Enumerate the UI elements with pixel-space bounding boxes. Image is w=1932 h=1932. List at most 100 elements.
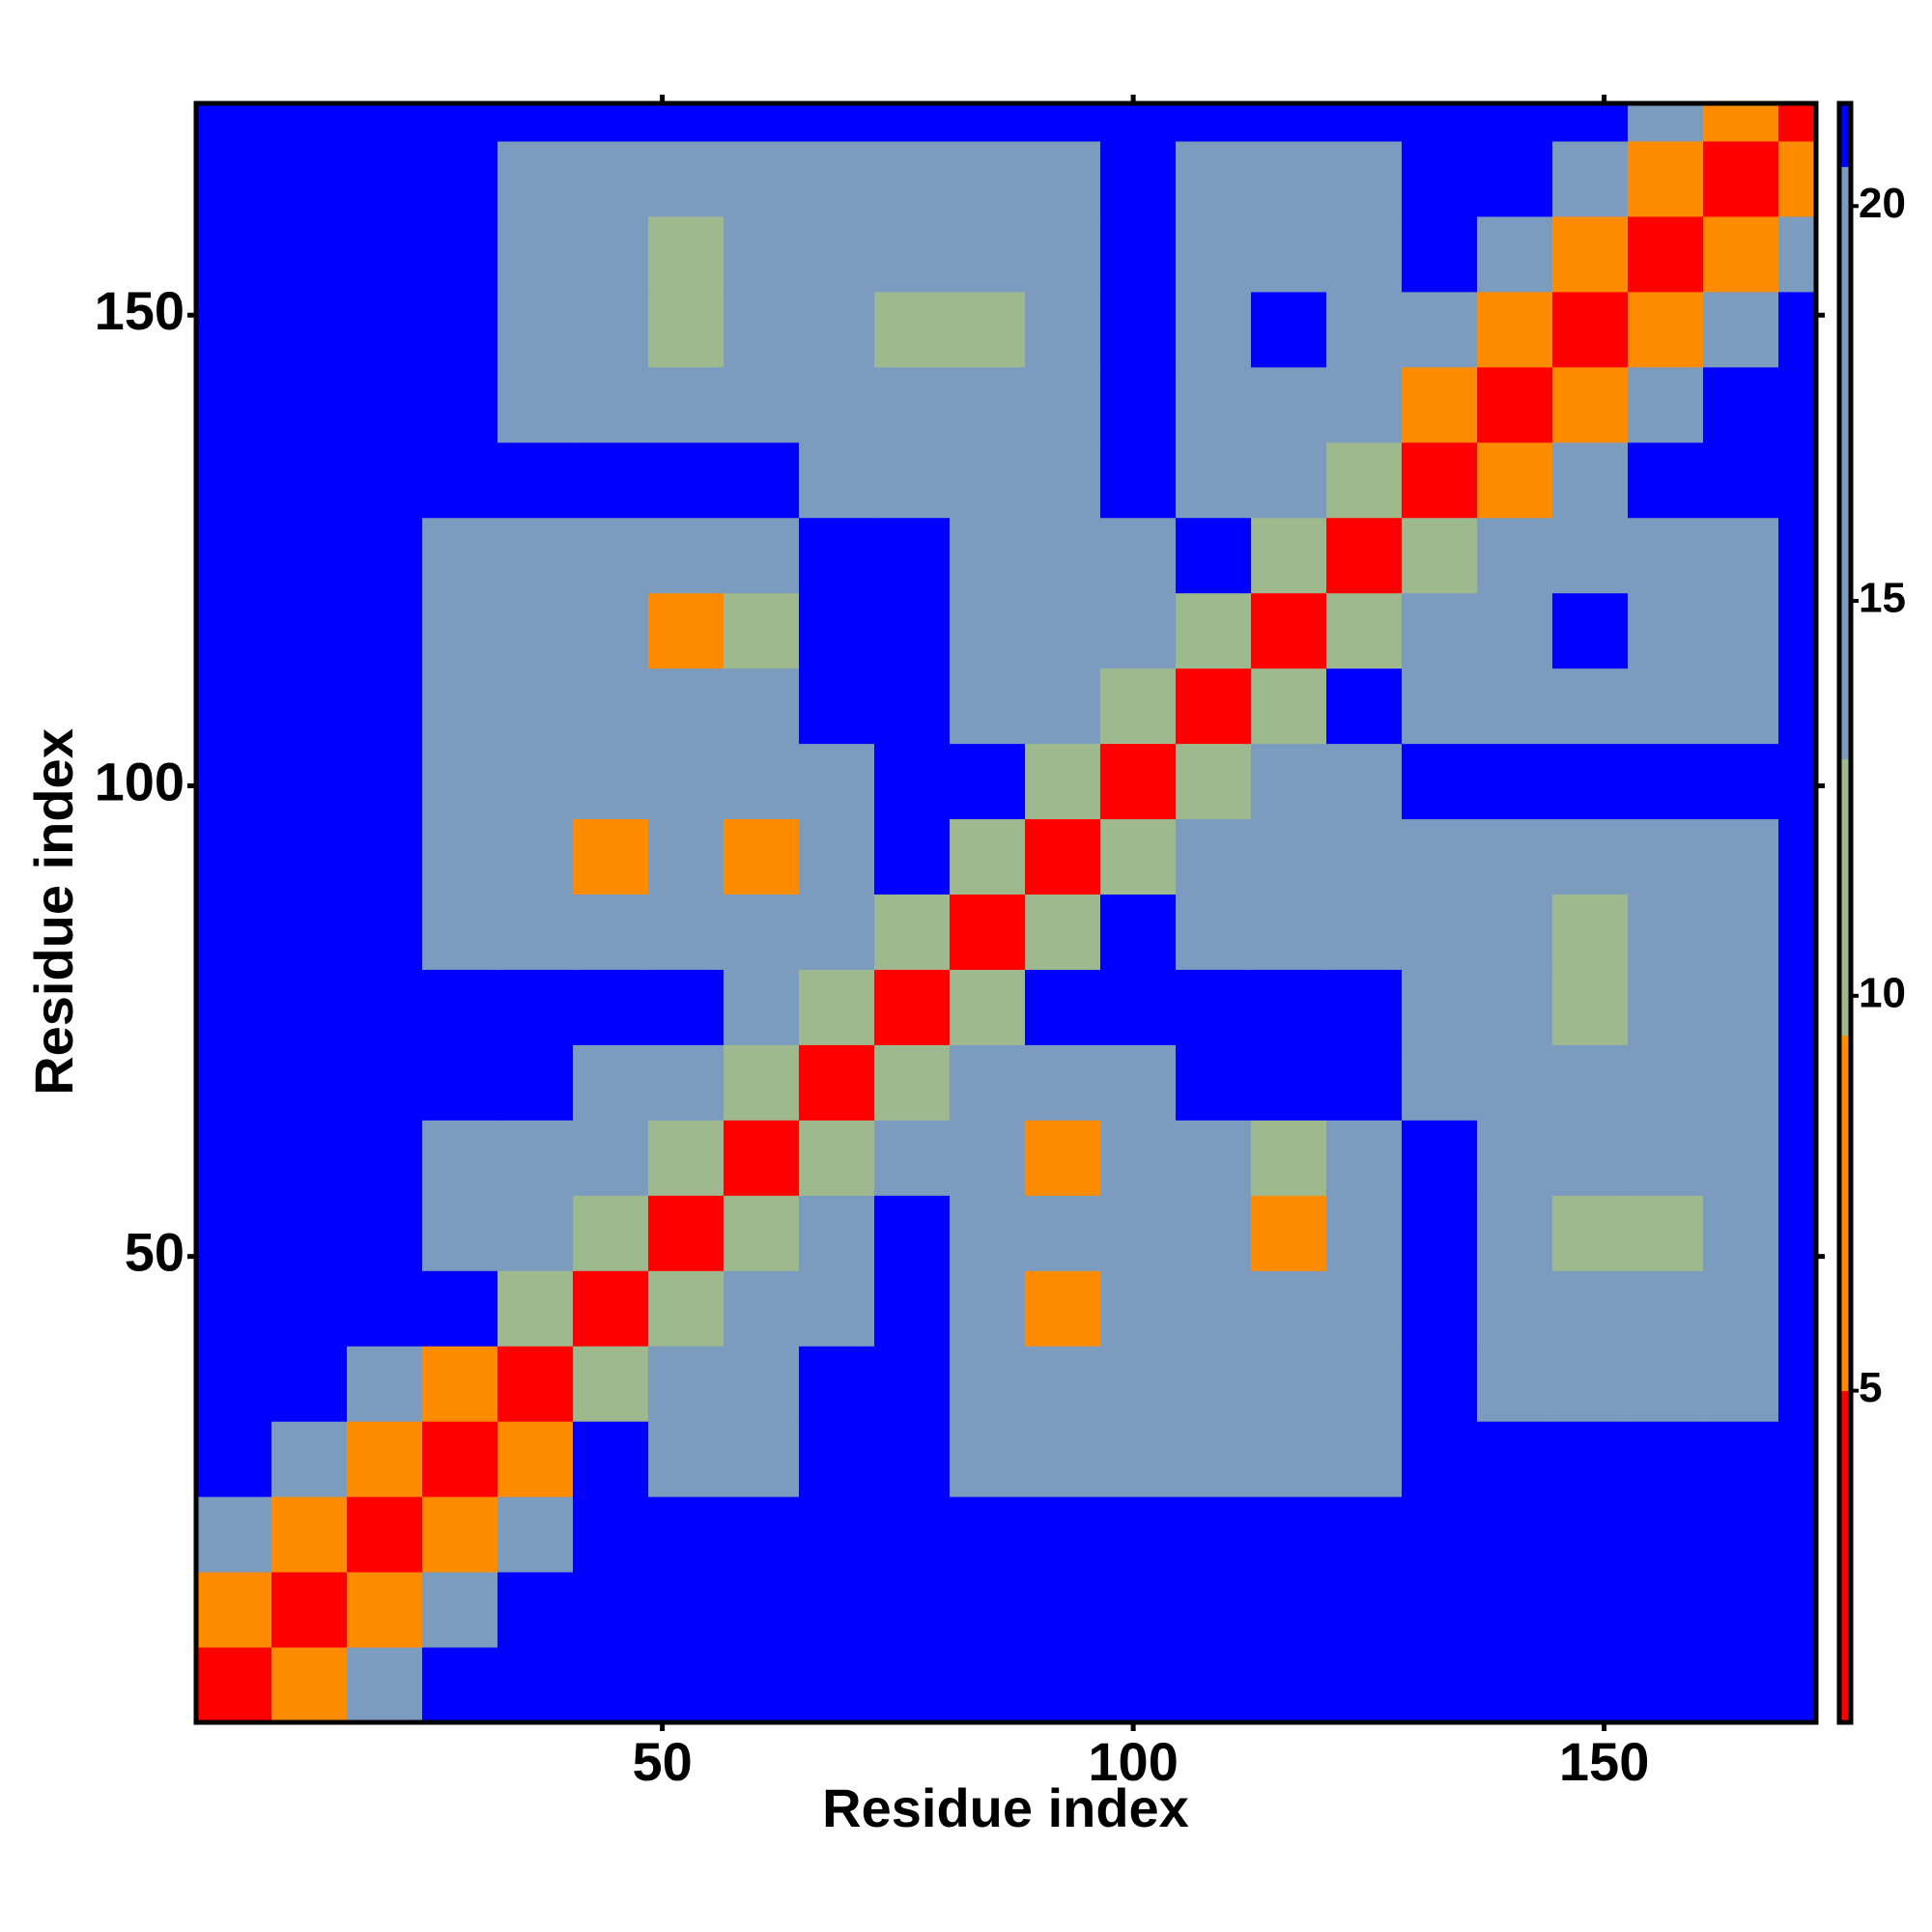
heatmap-cell [1778,140,1817,217]
heatmap-cell [573,1647,649,1723]
heatmap-cell [271,140,348,217]
heatmap-cell [724,668,800,745]
heatmap-cell [1025,1647,1101,1723]
heatmap-cell [950,215,1026,293]
heatmap-cell [799,441,875,519]
heatmap-cell [271,969,348,1045]
heatmap-cell [196,215,272,293]
heatmap-cell [497,1120,574,1196]
heatmap-cell [271,366,348,443]
heatmap-cell [1703,1572,1779,1648]
heatmap-cell [1628,818,1704,895]
heatmap-cell [573,743,649,820]
heatmap-cell [648,1647,724,1723]
heatmap-cell [422,103,498,142]
heatmap-cell [497,1572,574,1648]
heatmap-cell [1326,291,1403,368]
heatmap-cell [271,1120,348,1196]
heatmap-cell [1477,1647,1553,1723]
heatmap-cell [497,140,574,217]
heatmap-cell [874,1270,951,1347]
heatmap-cell [1477,1572,1553,1648]
heatmap-cell [1778,1120,1817,1196]
heatmap-cell [1552,1496,1629,1573]
heatmap-cell [1552,818,1629,895]
heatmap-cell [1025,1120,1101,1196]
heatmap-cell [724,1647,800,1723]
heatmap-cell [1326,1044,1403,1121]
heatmap-cell [1025,366,1101,443]
heatmap-cell [196,894,272,970]
heatmap-cell [271,1572,348,1648]
heatmap-cell [347,1120,423,1196]
heatmap-cell [1326,517,1403,594]
heatmap-cell [648,1346,724,1422]
heatmap-cell [1778,366,1817,443]
heatmap-cell [1025,1044,1101,1121]
heatmap-cell [1552,1572,1629,1648]
heatmap-cell [874,1120,951,1196]
heatmap-cell [1703,103,1779,142]
heatmap-cell [1552,1346,1629,1422]
heatmap-cell [724,291,800,368]
heatmap-cell [950,818,1026,895]
heatmap-cell [1176,743,1252,820]
heatmap-cell [422,1572,498,1648]
heatmap-cell [196,366,272,443]
heatmap-cell [648,894,724,970]
heatmap-cell [497,818,574,895]
heatmap-cell [950,1270,1026,1347]
heatmap-cell [1100,668,1177,745]
heatmap-cell [1176,1195,1252,1271]
heatmap-cell [724,1195,800,1271]
heatmap-cell [1402,1195,1478,1271]
heatmap-cell [874,1044,951,1121]
heatmap-cell [724,103,800,142]
heatmap-cell [347,103,423,142]
y-tick-label: 150 [95,280,185,341]
heatmap-cell [1402,969,1478,1045]
heatmap-cell [1025,1421,1101,1497]
heatmap-cell [347,366,423,443]
heatmap-cell [497,894,574,970]
heatmap-cell [1628,441,1704,519]
heatmap-cell [422,1647,498,1723]
heatmap-cell [1778,517,1817,594]
heatmap-cell [874,1195,951,1271]
heatmap-cell [1402,1496,1478,1573]
heatmap-cell [196,1044,272,1121]
heatmap-cell [1326,1647,1403,1723]
heatmap-cell [799,1496,875,1573]
heatmap-cell [724,441,800,519]
x-axis-label: Residue index [822,1777,1189,1838]
heatmap-cell [1402,668,1478,745]
heatmap-cell [1778,894,1817,970]
heatmap-cell [1100,592,1177,669]
heatmap-cell [648,1496,724,1573]
heatmap-cell [1025,668,1101,745]
heatmap-cell [1552,517,1629,594]
heatmap-cell [648,291,724,368]
heatmap-cell [799,1572,875,1648]
heatmap-cell [950,969,1026,1045]
heatmap-cell [1628,103,1704,142]
heatmap-cell [422,366,498,443]
heatmap-cell [1025,818,1101,895]
heatmap-cell [724,140,800,217]
heatmap-cell [724,969,800,1045]
heatmap-cell [1251,592,1327,669]
heatmap-cell [1477,1120,1553,1196]
heatmap-cell [497,1647,574,1723]
colorbar-segment [1839,166,1851,760]
heatmap-cell [422,1120,498,1196]
heatmap-cell [1703,366,1779,443]
heatmap-cell [1100,1120,1177,1196]
heatmap-cell [1251,1496,1327,1573]
heatmap-cell [1628,140,1704,217]
heatmap-cell [1628,668,1704,745]
heatmap-cell [1251,1421,1327,1497]
heatmap-cell [1326,969,1403,1045]
heatmap-cell [874,818,951,895]
